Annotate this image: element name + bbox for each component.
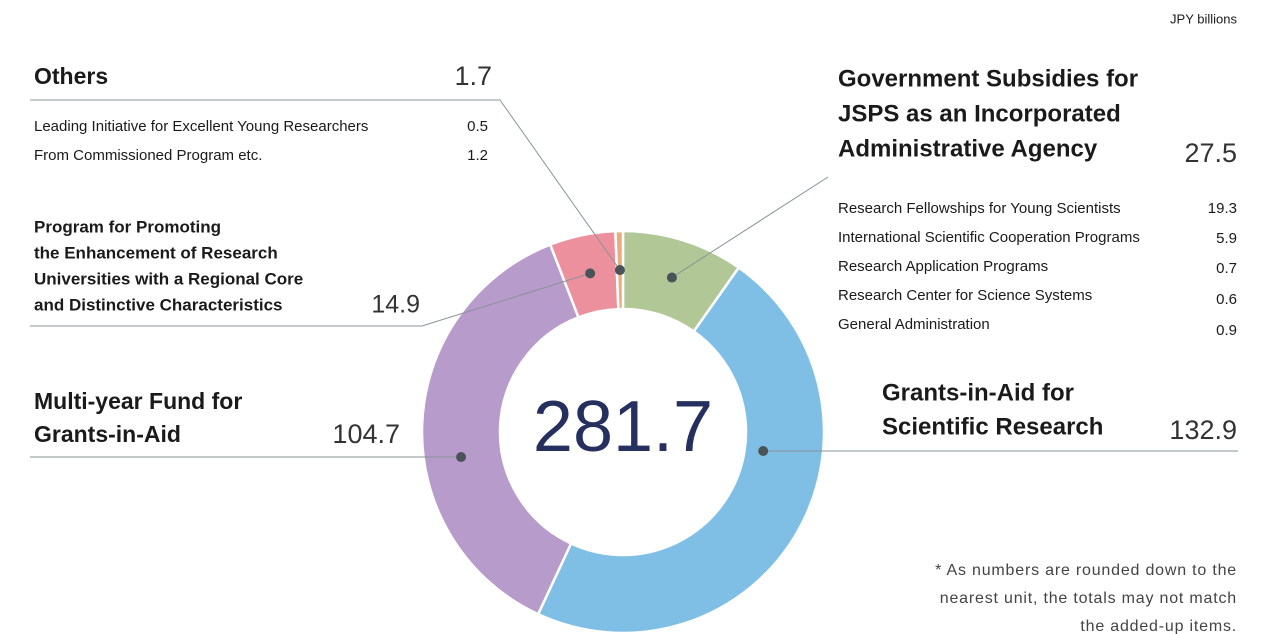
segment-label: Administrative Agency <box>838 135 1098 162</box>
breakdown-label: Leading Initiative for Excellent Young R… <box>34 118 368 135</box>
breakdown-label: Research Application Programs <box>838 258 1048 275</box>
breakdown-label: Research Center for Science Systems <box>838 287 1092 304</box>
segment-label: Program for Promoting <box>34 217 221 236</box>
breakdown-value: 0.9 <box>1216 322 1237 339</box>
total-label: 281.7 <box>533 387 713 467</box>
unit-label: JPY billions <box>1170 11 1237 26</box>
donut-segment <box>536 265 826 634</box>
leader-line <box>30 272 591 327</box>
segment-label: Others <box>34 63 108 89</box>
breakdown-value: 0.5 <box>467 118 488 135</box>
breakdown-label: International Scientific Cooperation Pro… <box>838 229 1140 246</box>
leader-dot <box>456 452 467 462</box>
segment-value: 27.5 <box>1184 138 1237 168</box>
segment-label: JSPS as an Incorporated <box>838 100 1121 127</box>
breakdown-label: Research Fellowships for Young Scientist… <box>838 200 1121 217</box>
segment-label: Government Subsidies for <box>838 65 1138 92</box>
breakdown-value: 0.7 <box>1216 260 1237 277</box>
leader-line <box>30 99 621 271</box>
leader-dot <box>758 446 769 456</box>
segment-label: Universities with a Regional Core <box>34 269 303 288</box>
segment-value: 14.9 <box>371 291 420 319</box>
segment-label: Multi-year Fund for <box>34 388 242 414</box>
leader-dot <box>614 265 625 276</box>
segment-label: and Distinctive Characteristics <box>34 295 282 314</box>
footnote: the added-up items. <box>1080 618 1237 634</box>
footnote: nearest unit, the totals may not match <box>940 590 1237 607</box>
breakdown-label: General Administration <box>838 316 990 333</box>
breakdown-value: 1.2 <box>467 147 488 164</box>
segment-value: 1.7 <box>454 61 492 91</box>
segment-value: 104.7 <box>332 419 400 449</box>
leader-line <box>671 176 829 278</box>
segment-value: 132.9 <box>1169 415 1237 445</box>
segment-label: Grants-in-Aid for <box>882 379 1074 406</box>
leader-dot <box>585 268 596 279</box>
footnote: * As numbers are rounded down to the <box>935 562 1237 579</box>
leader-dot <box>666 272 677 283</box>
donut-segment <box>420 243 581 616</box>
breakdown-value: 5.9 <box>1216 230 1237 247</box>
segment-label: the Enhancement of Research <box>34 243 278 262</box>
breakdown-label: From Commissioned Program etc. <box>34 147 262 164</box>
breakdown-value: 0.6 <box>1216 291 1237 308</box>
breakdown-value: 19.3 <box>1208 200 1237 217</box>
segment-label: Grants-in-Aid <box>34 421 181 447</box>
segment-label: Scientific Research <box>882 413 1103 440</box>
